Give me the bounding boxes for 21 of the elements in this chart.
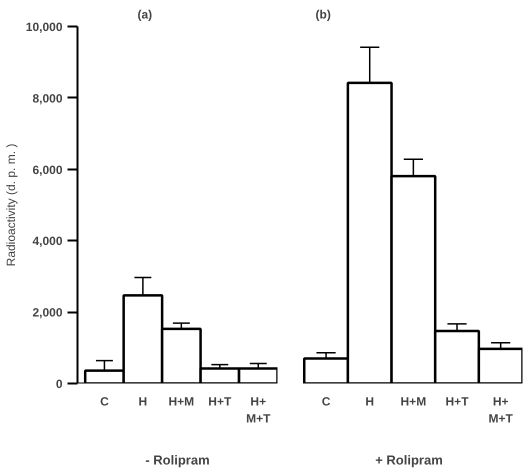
x-tick-label: H [365,394,374,408]
x-tick-label: H+M [168,394,194,408]
y-tick-label: 8,000 [32,91,63,106]
x-tick-label: C [322,394,331,408]
y-tick-label: 4,000 [32,234,63,248]
x-tick-label: H+T [446,394,470,408]
x-tick-label: C [100,394,110,408]
chart-title: (b) [316,8,331,22]
y-tick-label: 0 [56,377,63,391]
y-tick-label: 10,000 [26,20,63,34]
x-tick-label: H+T [208,394,232,408]
x-axis-title: + Rolipram [375,452,443,468]
x-tick-label: H+ M+T [246,394,272,426]
x-axis-title: - Rolipram [145,452,210,468]
y-tick-label: 6,000 [32,162,63,177]
x-tick-label: H+ M+T [488,394,514,426]
x-tick-label: H [138,394,148,408]
y-tick-label: 2,000 [32,306,63,320]
y-axis-title: Radioactivity (d. p. m. ) [4,144,18,266]
x-tick-label: H+M [400,394,426,408]
chart-title: (a) [138,8,152,22]
